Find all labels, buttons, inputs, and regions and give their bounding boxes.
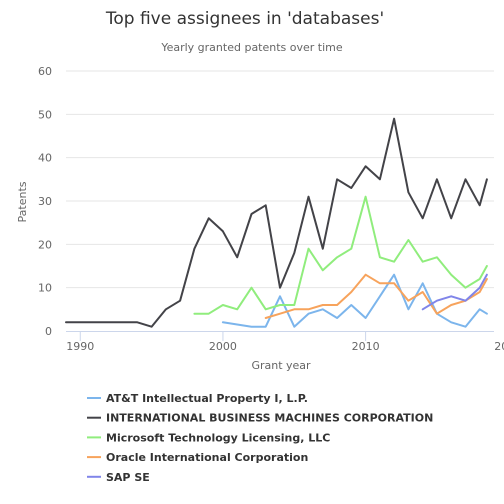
axes: 0 10 20 30 40 50 60 1990 2000 2010 2020 — [38, 65, 504, 353]
series-line-2[interactable] — [193, 195, 488, 315]
x-tick-label: 2000 — [209, 340, 237, 353]
series-line-3[interactable] — [264, 273, 488, 319]
y-axis-title: Patents — [16, 181, 29, 222]
y-tick-label: 50 — [38, 108, 52, 121]
series-line-0[interactable] — [221, 273, 488, 328]
y-tick-label: 40 — [38, 152, 52, 165]
x-axis-title: Grant year — [251, 359, 311, 372]
x-tick-label: 1990 — [66, 340, 94, 353]
y-tick-label: 60 — [38, 65, 52, 78]
legend-label: Microsoft Technology Licensing, LLC — [106, 431, 330, 444]
legend-label: AT&T Intellectual Property I, L.P. — [106, 392, 308, 405]
legend-item[interactable]: AT&T Intellectual Property I, L.P. — [87, 392, 308, 405]
x-tick-label: 2010 — [352, 340, 380, 353]
grid — [66, 70, 494, 289]
y-tick-label: 0 — [45, 325, 52, 338]
series-lines — [65, 117, 488, 328]
y-tick-label: 20 — [38, 238, 52, 251]
legend-item[interactable]: INTERNATIONAL BUSINESS MACHINES CORPORAT… — [87, 412, 433, 425]
legend-item[interactable]: SAP SE — [87, 471, 150, 484]
series-line-4[interactable] — [421, 273, 488, 311]
series-line-1[interactable] — [65, 117, 488, 328]
y-tick-label: 30 — [38, 195, 52, 208]
legend-label: INTERNATIONAL BUSINESS MACHINES CORPORAT… — [106, 412, 433, 425]
legend-item[interactable]: Oracle International Corporation — [87, 451, 308, 464]
chart-title: Top five assignees in 'databases' — [105, 9, 384, 29]
legend-item[interactable]: Microsoft Technology Licensing, LLC — [87, 431, 330, 444]
chart-subtitle: Yearly granted patents over time — [160, 41, 343, 54]
y-tick-label: 10 — [38, 282, 52, 295]
legend-label: Oracle International Corporation — [106, 451, 308, 464]
x-tick-label: 2020 — [494, 340, 504, 353]
legend: AT&T Intellectual Property I, L.P. INTERN… — [87, 392, 433, 484]
legend-label: SAP SE — [106, 471, 150, 484]
